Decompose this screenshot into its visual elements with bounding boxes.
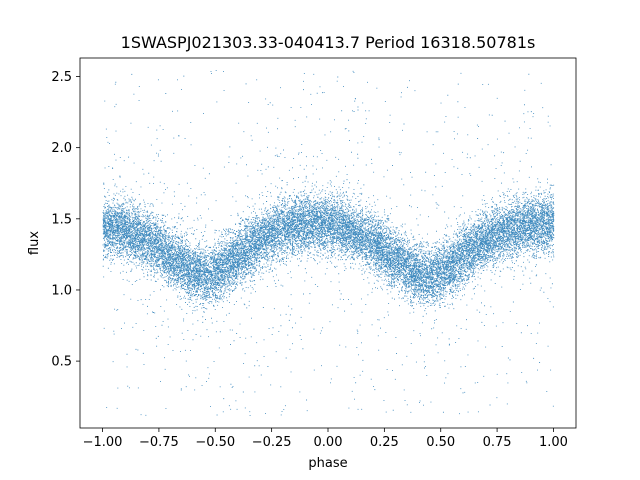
- x-tick-label: 1.00: [539, 435, 568, 450]
- y-tick-label: 1.5: [51, 212, 72, 227]
- y-tick-label: 1.0: [51, 283, 72, 298]
- x-tick-label: −0.75: [139, 435, 179, 450]
- x-tick-label: −1.00: [83, 435, 123, 450]
- x-tick-label: 0.25: [370, 435, 399, 450]
- x-tick-label: 0.75: [483, 435, 512, 450]
- x-tick-label: −0.50: [195, 435, 235, 450]
- y-tick-label: 2.5: [51, 70, 72, 85]
- x-tick-label: 0.50: [426, 435, 455, 450]
- x-tick-label: 0.00: [314, 435, 343, 450]
- chart-title: 1SWASPJ021303.33-040413.7 Period 16318.5…: [121, 33, 536, 52]
- y-tick-label: 0.5: [51, 355, 72, 370]
- y-tick-label: 2.0: [51, 141, 72, 156]
- y-axis-label: flux: [27, 231, 42, 255]
- y-axis: 0.5 1.0 1.5 2.0 2.5: [51, 70, 80, 370]
- x-axis: −1.00 −0.75 −0.50 −0.25 0.00 0.25 0.50 0.75 1.00: [83, 428, 568, 450]
- x-axis-label: phase: [308, 456, 347, 471]
- x-tick-label: −0.25: [252, 435, 292, 450]
